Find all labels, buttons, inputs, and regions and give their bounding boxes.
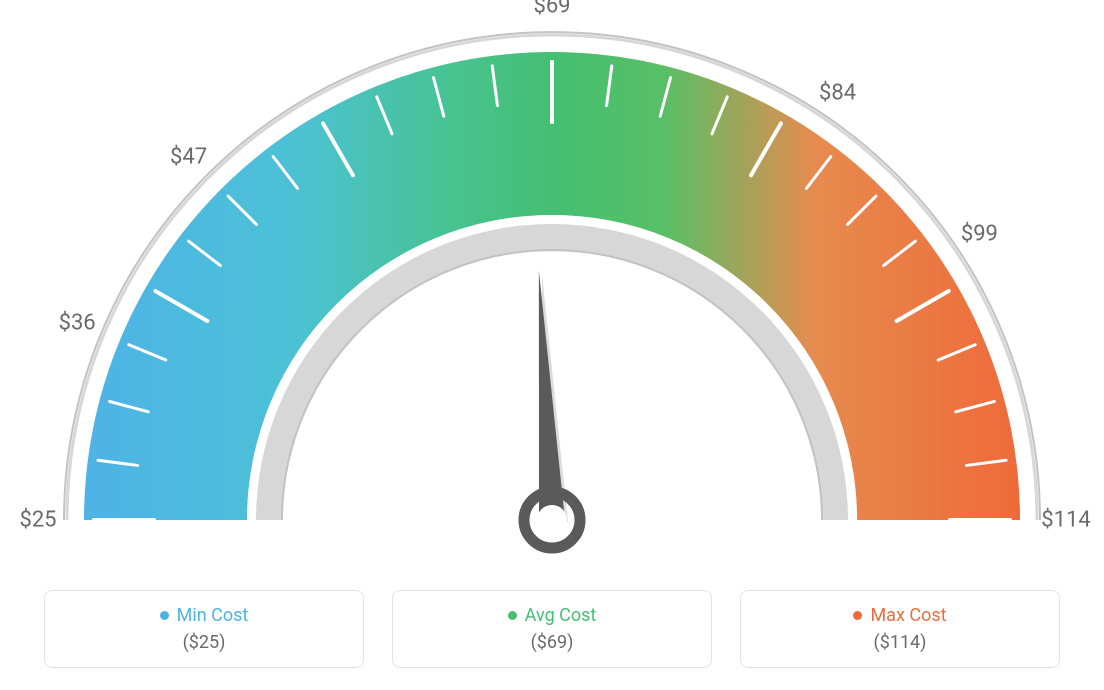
gauge-tick-label: $25 [19, 508, 56, 533]
cost-gauge-chart: $25 $36 $47 $69 $84 $99 $114 [0, 0, 1104, 560]
gauge-tick-label: $36 [59, 311, 96, 336]
gauge-svg [0, 0, 1104, 560]
gauge-tick-label: $114 [1041, 508, 1090, 533]
legend-max-label: Max Cost [870, 605, 946, 626]
gauge-tick-label: $69 [533, 0, 570, 19]
legend-max-title: Max Cost [853, 605, 946, 626]
legend-max-dot-icon [853, 611, 862, 620]
legend-min-label: Min Cost [177, 605, 249, 626]
legend-avg-dot-icon [508, 611, 517, 620]
legend-min-title: Min Cost [160, 605, 249, 626]
gauge-tick-label: $47 [170, 144, 207, 169]
gauge-tick-label: $99 [961, 222, 998, 247]
legend-row: Min Cost ($25) Avg Cost ($69) Max Cost (… [44, 590, 1060, 668]
legend-max-value: ($114) [874, 632, 927, 653]
legend-avg-value: ($69) [531, 632, 574, 653]
legend-avg-label: Avg Cost [525, 605, 597, 626]
legend-avg-title: Avg Cost [508, 605, 597, 626]
legend-min-dot-icon [160, 611, 169, 620]
legend-min-cost: Min Cost ($25) [44, 590, 364, 668]
legend-max-cost: Max Cost ($114) [740, 590, 1060, 668]
gauge-tick-label: $84 [819, 80, 856, 105]
legend-avg-cost: Avg Cost ($69) [392, 590, 712, 668]
legend-min-value: ($25) [183, 632, 226, 653]
